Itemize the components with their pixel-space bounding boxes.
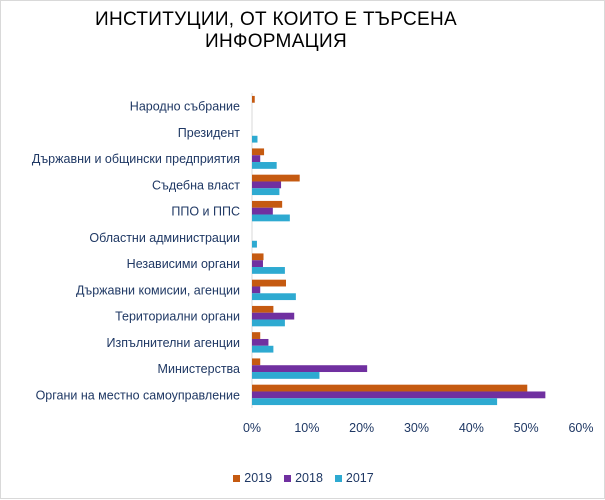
bar-2018-2 — [252, 155, 261, 163]
category-label: Министерства — [158, 362, 240, 376]
bar-2017-8 — [252, 319, 285, 327]
bar-2019-11 — [252, 384, 528, 392]
bar-2017-11 — [252, 398, 498, 406]
bar-2018-8 — [252, 312, 295, 320]
bar-2018-6 — [252, 260, 263, 268]
category-label: Областни администрации — [89, 231, 240, 245]
chart-title-line-2: ИНФОРМАЦИЯ — [205, 31, 347, 52]
legend-swatch — [284, 475, 292, 483]
bar-2017-1 — [252, 135, 258, 143]
x-tick-label: 60% — [568, 421, 593, 435]
bar-2017-4 — [252, 214, 290, 222]
bar-2019-6 — [252, 253, 264, 261]
legend-swatch — [334, 475, 342, 483]
x-tick-label: 0% — [243, 421, 261, 435]
legend-swatch — [233, 475, 241, 483]
category-label: Президент — [178, 126, 240, 140]
bar-2017-2 — [252, 162, 277, 169]
legend-item-2019: 2019 — [233, 471, 272, 485]
legend-item-2017: 2017 — [334, 471, 374, 485]
category-label: ППО и ППС — [171, 205, 240, 219]
bar-2017-5 — [252, 240, 257, 248]
x-tick-label: 10% — [294, 421, 319, 435]
category-label: Независими органи — [127, 257, 240, 271]
x-tick-label: 20% — [349, 421, 374, 435]
x-tick-label: 50% — [514, 421, 539, 435]
legend-label: 2019 — [244, 471, 273, 485]
bar-2018-3 — [252, 181, 282, 189]
bar-2018-9 — [252, 338, 269, 346]
bar-2019-4 — [252, 200, 283, 208]
bar-2019-8 — [252, 305, 274, 313]
bar-2019-3 — [252, 174, 300, 182]
bar-2019-0 — [252, 95, 255, 103]
x-tick-label: 40% — [459, 421, 484, 435]
bar-2018-4 — [252, 207, 273, 215]
bar-2018-11 — [252, 391, 546, 399]
category-label: Изпълнителни агенции — [107, 336, 240, 350]
chart-title-line-1: ИНСТИТУЦИИ, ОТ КОИТО Е ТЪРСЕНА — [95, 9, 457, 30]
bar-2017-3 — [252, 188, 280, 196]
legend-item-2018: 2018 — [284, 471, 323, 485]
category-label: Държавни комисии, агенции — [76, 283, 240, 297]
bar-2018-10 — [252, 365, 368, 373]
x-tick-label: 30% — [404, 421, 429, 435]
category-label: Териториални органи — [115, 310, 240, 324]
chart-title: ИНСТИТУЦИИ, ОТ КОИТО Е ТЪРСЕНА ИНФОРМАЦИ… — [41, 9, 511, 53]
bar-2017-9 — [252, 345, 274, 353]
category-label: Народно събрание — [130, 100, 240, 114]
category-label: Съдебна власт — [152, 178, 240, 192]
category-label: Държавни и общински предприятия — [32, 152, 240, 166]
legend: 2019 2018 2017 — [1, 471, 605, 485]
legend-label: 2017 — [345, 471, 374, 485]
bar-2018-7 — [252, 286, 261, 294]
bar-2019-2 — [252, 148, 265, 156]
legend-label: 2018 — [295, 471, 323, 485]
bar-2017-7 — [252, 293, 296, 301]
bar-2019-7 — [252, 279, 286, 287]
bar-2017-6 — [252, 267, 285, 274]
bar-2017-10 — [252, 372, 320, 379]
bar-2019-10 — [252, 358, 261, 366]
category-label: Органи на местно самоуправление — [36, 388, 240, 402]
bar-2019-9 — [252, 332, 261, 339]
